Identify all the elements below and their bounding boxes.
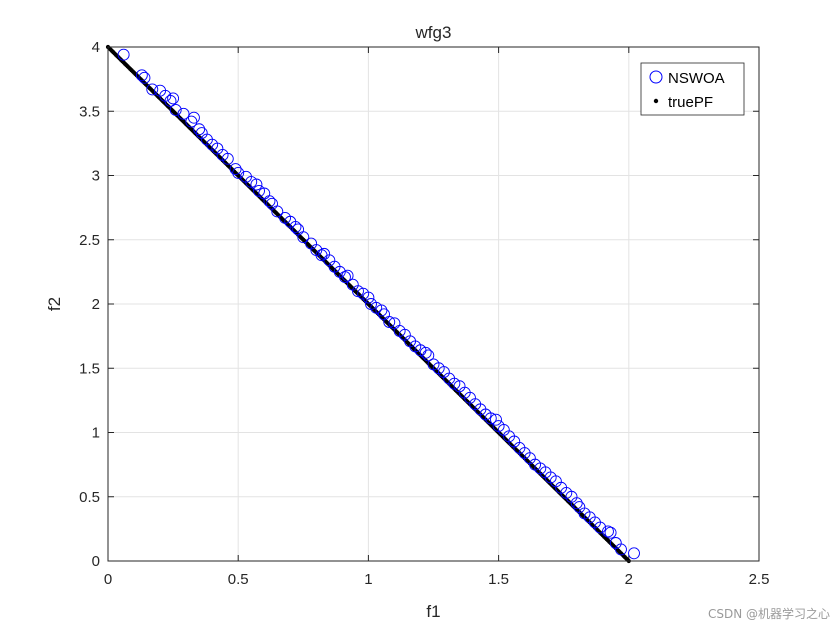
nswoa-point: [383, 316, 396, 328]
nswoa-point: [177, 107, 190, 120]
nswoa-point: [250, 178, 263, 191]
nswoa-point: [135, 69, 148, 82]
nswoa-point: [187, 111, 200, 124]
plot-frame: [107, 46, 760, 562]
y-axis-label: f2: [45, 297, 64, 311]
nswoa-point: [375, 304, 388, 317]
x-tick-label: 0: [104, 571, 112, 588]
y-tick-label: 0: [92, 553, 100, 570]
nswoa-point: [594, 521, 607, 534]
nswoa-point: [604, 526, 617, 539]
nswoa-point: [570, 497, 583, 510]
nswoa-point: [167, 92, 180, 105]
nswoa-point: [169, 104, 182, 116]
nswoa-point: [352, 285, 364, 298]
x-tick-labels: 0 0.5 1 1.5 2 2.5: [104, 571, 770, 588]
nswoa-point: [602, 525, 614, 538]
y-tick-label: 0.5: [79, 489, 100, 506]
y-tick-label: 4: [92, 39, 100, 56]
nswoa-point: [138, 71, 151, 84]
x-tick-label: 1.5: [488, 571, 509, 588]
nswoa-point: [370, 301, 383, 314]
nswoa-point: [263, 195, 276, 208]
nswoa-point: [341, 269, 354, 282]
legend-marker-nswoa: [649, 70, 663, 84]
x-tick-label: 1: [364, 571, 372, 588]
nswoa-point: [245, 175, 258, 188]
y-tick-label: 1: [92, 425, 100, 442]
nswoa-point: [339, 271, 351, 283]
nswoa-point: [490, 413, 502, 426]
nswoa-point: [615, 543, 627, 556]
y-tick-label: 1.5: [79, 360, 100, 377]
nswoa-point: [185, 115, 198, 128]
nswoa-point: [271, 205, 284, 218]
nswoa-point: [117, 48, 130, 61]
nswoa-point: [229, 163, 242, 176]
nswoa-point: [146, 83, 159, 96]
chart-title: wfg3: [415, 23, 452, 42]
nswoa-point: [484, 412, 497, 425]
y-tick-label: 3: [92, 168, 100, 185]
nswoa-series: [117, 48, 640, 560]
nswoa-point: [193, 123, 206, 136]
nswoa-point: [628, 547, 640, 560]
y-tick-label: 2.5: [79, 232, 100, 249]
nswoa-point: [422, 349, 435, 362]
y-tick-label: 3.5: [79, 103, 100, 120]
y-tick-label: 2: [92, 296, 100, 313]
nswoa-point: [448, 377, 461, 390]
x-tick-label: 2: [625, 571, 633, 588]
legend-marker-truepf: [653, 98, 659, 104]
legend-label-nswoa: NSWOA: [668, 70, 725, 87]
nswoa-point: [297, 231, 310, 244]
nswoa-point: [419, 346, 432, 359]
nswoa-point: [362, 291, 375, 304]
y-tick-labels: 0 0.5 1 1.5 2 2.5 3 3.5 4: [79, 39, 100, 570]
legend: NSWOA truePF: [640, 62, 745, 116]
nswoa-point: [232, 166, 245, 179]
legend-label-truepf: truePF: [668, 94, 713, 111]
x-tick-label: 0.5: [228, 571, 249, 588]
nswoa-point: [253, 184, 265, 197]
nswoa-point: [221, 152, 234, 165]
nswoa-point: [289, 220, 302, 233]
x-tick-label: 2.5: [749, 571, 770, 588]
watermark: CSDN @机器学习之心: [707, 607, 830, 621]
nswoa-point: [164, 95, 177, 107]
x-axis-label: f1: [426, 602, 440, 621]
